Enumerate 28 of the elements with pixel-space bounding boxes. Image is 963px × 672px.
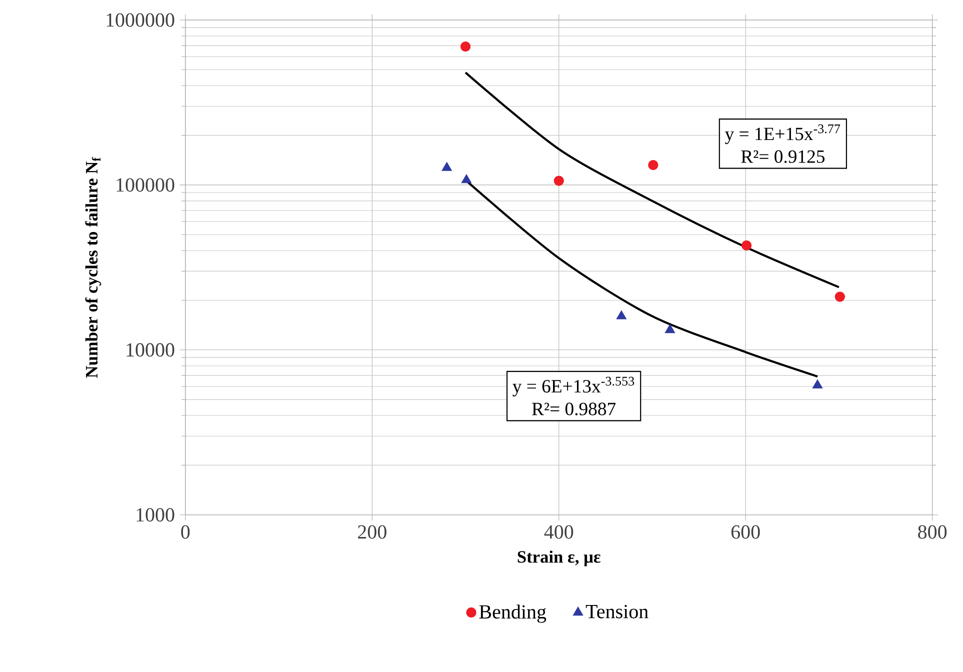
y-tick-label: 10000 <box>126 343 174 357</box>
x-tick-label: 600 <box>731 525 760 539</box>
x-tick-label: 0 <box>181 525 190 539</box>
point <box>741 240 752 250</box>
point <box>442 162 452 171</box>
y-axis-title: Number of cycles to failure N$_{f}$ <box>85 157 102 378</box>
point <box>648 160 658 170</box>
y-tick-label: 1000000 <box>106 13 174 27</box>
point <box>664 324 676 333</box>
annotation: y = 6E+13x$^{-3.553}$ <box>512 376 634 396</box>
point <box>460 41 471 52</box>
legend-label: Tension <box>586 604 648 618</box>
point <box>554 176 564 186</box>
point <box>812 379 823 388</box>
x-tick-label: 200 <box>358 525 386 539</box>
x-tick-label: 800 <box>918 525 947 539</box>
line-series <box>464 71 840 288</box>
y-tick-label: 100000 <box>116 178 174 192</box>
annotation: R²= 0.9887 <box>532 402 616 416</box>
annotation: y = 1E+15x$^{-3.77}$ <box>724 124 840 144</box>
point <box>834 292 845 302</box>
legend-label: Bending <box>479 604 546 623</box>
x-axis-title: Strain ε, με <box>518 550 600 566</box>
y-tick-label: 1000 <box>136 508 174 522</box>
annotation: R²= 0.9125 <box>741 150 825 163</box>
point <box>461 174 472 184</box>
x-tick-label: 400 <box>544 525 574 539</box>
point <box>616 310 627 320</box>
